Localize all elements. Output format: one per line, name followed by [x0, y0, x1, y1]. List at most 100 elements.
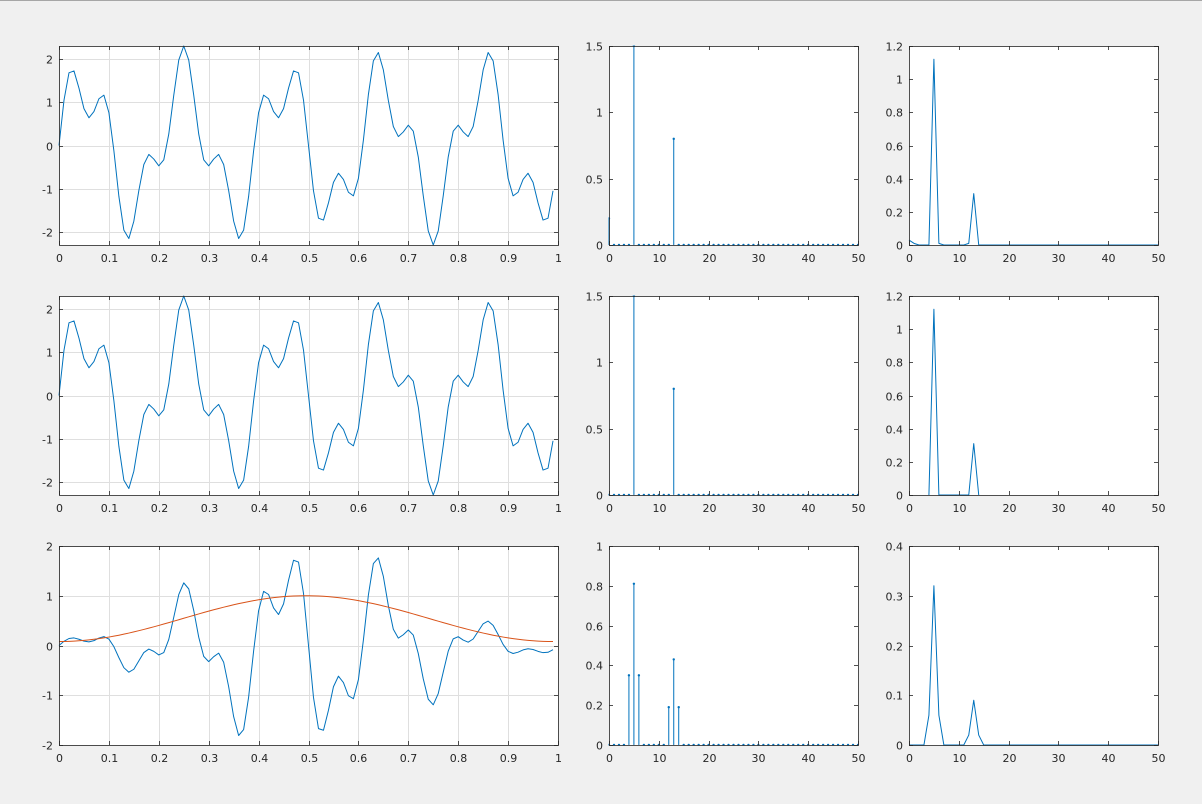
- stem-marker: [846, 493, 850, 496]
- x-axis: 0 10 20 30 40 50: [906, 46, 1166, 265]
- stem-marker: [787, 243, 790, 246]
- stem-marker: [782, 743, 785, 746]
- stem-marker: [777, 743, 780, 746]
- data-layer: [909, 585, 1158, 746]
- y-tick-label: 0.4: [886, 174, 904, 187]
- x-axis: 0 0.1 0.2 0.3 0.4 0.5 0.6 0.7 0.8 0.9 1: [56, 46, 562, 265]
- stem-47: [841, 743, 845, 746]
- stem-marker: [687, 243, 690, 246]
- stem-17: [692, 493, 695, 496]
- stem-marker: [772, 243, 775, 246]
- stem-marker: [667, 705, 670, 709]
- stem-38: [797, 243, 800, 246]
- stem-6: [637, 674, 641, 745]
- y-tick-label: 0.2: [886, 457, 904, 470]
- stem-41: [811, 243, 815, 246]
- x-tick-label: 30: [752, 752, 766, 765]
- series-line-1: [909, 585, 1158, 746]
- stem-46: [836, 743, 840, 746]
- stem-marker: [627, 243, 631, 246]
- stem-marker: [717, 743, 720, 746]
- y-tick-label: -2: [42, 227, 53, 240]
- stem-8: [647, 743, 651, 746]
- stem-marker: [846, 243, 850, 246]
- stem-50: [856, 493, 859, 496]
- stem-marker: [826, 493, 830, 496]
- stem-marker: [826, 743, 830, 746]
- stem-marker: [752, 493, 755, 496]
- y-tick-label: 0.3: [886, 591, 904, 604]
- stem-marker: [792, 743, 795, 746]
- stem-29: [752, 743, 755, 746]
- stem-marker: [777, 243, 780, 246]
- stem-6: [637, 493, 641, 496]
- stem-28: [747, 493, 750, 496]
- stem-marker: [836, 493, 840, 496]
- x-tick-label: 10: [653, 252, 667, 265]
- stem-6: [637, 243, 641, 246]
- y-tick-label: 0: [896, 490, 903, 503]
- stem-11: [662, 493, 665, 496]
- stem-18: [697, 243, 700, 246]
- stem-9: [652, 743, 656, 746]
- x-axis: 0 0.1 0.2 0.3 0.4 0.5 0.6 0.7 0.8 0.9 1: [56, 546, 562, 765]
- y-tick-label: 1: [596, 357, 603, 370]
- stem-marker: [612, 743, 616, 746]
- stem-marker: [752, 743, 755, 746]
- x-tick-label: 50: [852, 252, 866, 265]
- stem-marker: [727, 743, 730, 746]
- axes-box: [609, 46, 859, 246]
- plot-area: [909, 46, 1158, 245]
- stem-marker: [712, 243, 715, 246]
- stem-16: [687, 243, 690, 246]
- x-tick-label: 0.1: [101, 502, 119, 515]
- stem-32: [767, 743, 770, 746]
- y-axis: 0 0.2 0.4 0.6 0.8 1 1.2: [886, 41, 1158, 253]
- x-tick-label: 30: [1052, 752, 1066, 765]
- stem-27: [742, 243, 745, 246]
- stem-marker: [802, 743, 805, 746]
- stem-marker: [617, 743, 621, 746]
- stem-marker: [727, 243, 730, 246]
- stem-marker: [662, 243, 665, 246]
- stem-marker: [627, 493, 631, 496]
- stem-36: [787, 743, 790, 746]
- stem-13: [672, 658, 675, 745]
- stem-38: [797, 493, 800, 496]
- stem-38: [797, 743, 800, 746]
- plot-area: [609, 296, 858, 495]
- stem-18: [697, 743, 700, 746]
- stem-marker: [797, 743, 800, 746]
- stem-marker: [747, 743, 750, 746]
- stem-marker: [787, 493, 790, 496]
- stem-22: [717, 493, 720, 496]
- stem-marker: [712, 743, 715, 746]
- stem-marker: [767, 743, 770, 746]
- stem-marker: [617, 493, 621, 496]
- stem-48: [846, 243, 850, 246]
- series-line-1: [58, 45, 554, 246]
- x-tick-label: 20: [1003, 752, 1017, 765]
- stem-46: [836, 493, 840, 496]
- y-tick-label: 0.2: [886, 641, 904, 654]
- stem-marker: [732, 243, 735, 246]
- x-tick-label: 0: [906, 252, 913, 265]
- stem-marker: [647, 743, 651, 746]
- stem-marker: [811, 243, 815, 246]
- x-tick-label: 0.3: [201, 252, 219, 265]
- stem-marker: [672, 387, 675, 391]
- stem-23: [722, 243, 725, 246]
- stem-13: [672, 387, 675, 495]
- stem-marker: [652, 493, 656, 496]
- stem-marker: [841, 743, 845, 746]
- x-tick-label: 0.7: [400, 752, 418, 765]
- stem-15: [682, 743, 685, 746]
- y-tick-label: 0: [46, 391, 53, 404]
- stem-9: [652, 493, 656, 496]
- stem-26: [737, 743, 740, 746]
- stem-2: [617, 743, 621, 746]
- stem-23: [722, 493, 725, 496]
- stem-marker: [851, 743, 855, 746]
- stem-31: [762, 743, 765, 746]
- stem-32: [767, 243, 770, 246]
